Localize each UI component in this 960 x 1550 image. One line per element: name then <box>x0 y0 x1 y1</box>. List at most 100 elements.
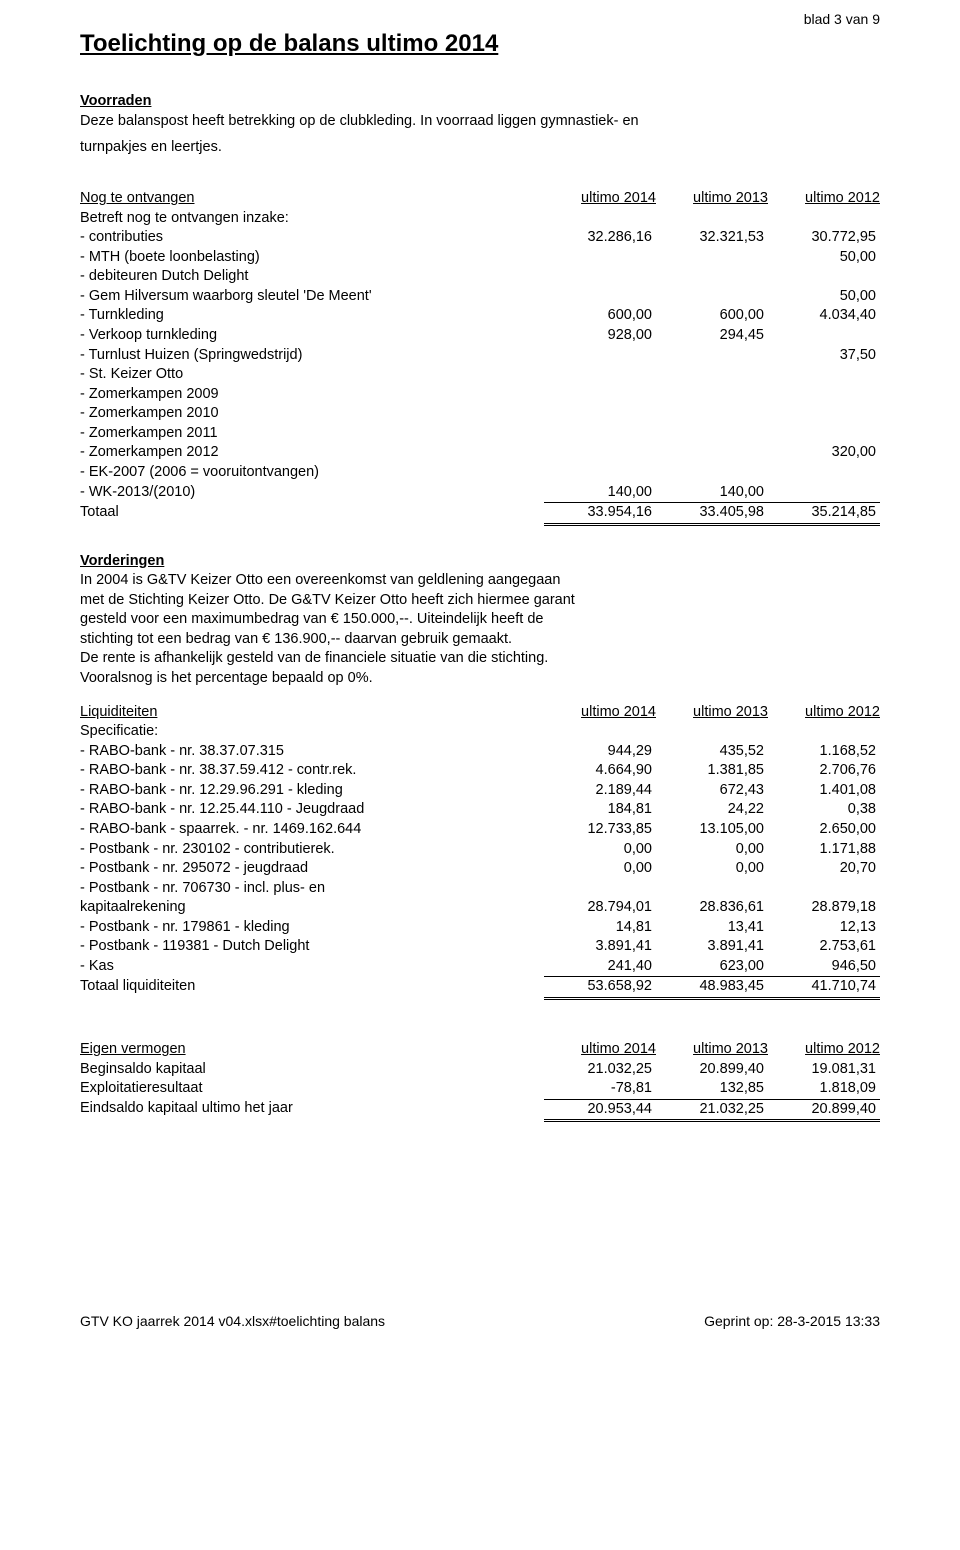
table-row: kapitaalrekening28.794,0128.836,6128.879… <box>80 898 880 918</box>
row-value: 294,45 <box>656 326 768 346</box>
row-label: - Zomerkampen 2012 <box>80 443 544 463</box>
row-label: - Gem Hilversum waarborg sleutel 'De Mee… <box>80 287 544 307</box>
row-value <box>544 463 656 483</box>
vorderingen-line: In 2004 is G&TV Keizer Otto een overeenk… <box>80 571 880 591</box>
col-header-2014: ultimo 2014 <box>544 189 656 209</box>
row-value: 21.032,25 <box>544 1060 656 1080</box>
row-value <box>656 443 768 463</box>
row-value: 12.733,85 <box>544 820 656 840</box>
liq-col-2012: ultimo 2012 <box>768 703 880 723</box>
vorderingen-line: Vooralsnog is het percentage bepaald op … <box>80 669 880 689</box>
voorraden-text-1: Deze balanspost heeft betrekking op de c… <box>80 112 880 132</box>
nog-te-ontvangen-heading: Nog te ontvangen <box>80 190 194 206</box>
liquiditeiten-sub: Specificatie: <box>80 722 544 742</box>
table-row: - RABO-bank - nr. 38.37.59.412 - contr.r… <box>80 761 880 781</box>
row-value: 2.706,76 <box>768 761 880 781</box>
ev-col-2014: ultimo 2014 <box>544 1040 656 1060</box>
table-row: - Postbank - nr. 706730 - incl. plus- en <box>80 879 880 899</box>
table-row: - RABO-bank - nr. 38.37.07.315944,29435,… <box>80 742 880 762</box>
table-row: - WK-2013/(2010)140,00140,00 <box>80 483 880 503</box>
row-value <box>768 326 880 346</box>
row-value: 132,85 <box>656 1079 768 1099</box>
row-value: 3.891,41 <box>544 937 656 957</box>
table-row: - Postbank - nr. 295072 - jeugdraad0,000… <box>80 859 880 879</box>
table-row: Beginsaldo kapitaal21.032,2520.899,4019.… <box>80 1060 880 1080</box>
row-value <box>544 346 656 366</box>
row-value: 28.879,18 <box>768 898 880 918</box>
row-label: - Kas <box>80 957 544 977</box>
row-value: 12,13 <box>768 918 880 938</box>
table-row: Exploitatieresultaat-78,81132,851.818,09 <box>80 1079 880 1099</box>
row-value: 600,00 <box>544 306 656 326</box>
row-value: 32.321,53 <box>656 228 768 248</box>
page-title: Toelichting op de balans ultimo 2014 <box>80 28 880 60</box>
liq-col-2013: ultimo 2013 <box>656 703 768 723</box>
row-value: 1.171,88 <box>768 840 880 860</box>
row-value <box>768 424 880 444</box>
row-value: 944,29 <box>544 742 656 762</box>
row-value: 0,00 <box>656 859 768 879</box>
row-value: 0,00 <box>656 840 768 860</box>
table-row: - Turnlust Huizen (Springwedstrijd)37,50 <box>80 346 880 366</box>
voorraden-heading: Voorraden <box>80 92 880 112</box>
row-value <box>656 424 768 444</box>
table-row: - EK-2007 (2006 = vooruitontvangen) <box>80 463 880 483</box>
table-row: - debiteuren Dutch Delight <box>80 267 880 287</box>
table-row: - RABO-bank - spaarrek. - nr. 1469.162.6… <box>80 820 880 840</box>
nog-te-ontvangen-table: Nog te ontvangen ultimo 2014 ultimo 2013… <box>80 189 880 526</box>
row-value: 600,00 <box>656 306 768 326</box>
row-value: 20.899,40 <box>656 1060 768 1080</box>
table-row: - MTH (boete loonbelasting)50,00 <box>80 248 880 268</box>
ev-total-v2: 21.032,25 <box>656 1099 768 1121</box>
row-value <box>768 365 880 385</box>
ev-col-2013: ultimo 2013 <box>656 1040 768 1060</box>
row-value <box>656 267 768 287</box>
row-label: - debiteuren Dutch Delight <box>80 267 544 287</box>
footer-left: GTV KO jaarrek 2014 v04.xlsx#toelichting… <box>80 1313 385 1329</box>
row-value <box>656 248 768 268</box>
row-value: 1.401,08 <box>768 781 880 801</box>
row-value <box>768 404 880 424</box>
row-label: - Zomerkampen 2010 <box>80 404 544 424</box>
row-label: Exploitatieresultaat <box>80 1079 544 1099</box>
nto-total-label: Totaal <box>80 503 544 525</box>
row-value <box>768 483 880 503</box>
row-label: - MTH (boete loonbelasting) <box>80 248 544 268</box>
row-value: 2.753,61 <box>768 937 880 957</box>
table-row: - Zomerkampen 2012320,00 <box>80 443 880 463</box>
row-value <box>656 463 768 483</box>
table-row: - Verkoop turnkleding928,00294,45 <box>80 326 880 346</box>
row-value: 28.794,01 <box>544 898 656 918</box>
table-row: - Postbank - nr. 179861 - kleding14,8113… <box>80 918 880 938</box>
row-value: 0,00 <box>544 859 656 879</box>
liq-total-label: Totaal liquiditeiten <box>80 977 544 999</box>
row-label: - St. Keizer Otto <box>80 365 544 385</box>
vorderingen-line: De rente is afhankelijk gesteld van de f… <box>80 649 880 669</box>
row-label: - Postbank - nr. 295072 - jeugdraad <box>80 859 544 879</box>
ev-total-v3: 20.899,40 <box>768 1099 880 1121</box>
row-value: 435,52 <box>656 742 768 762</box>
row-value <box>656 404 768 424</box>
row-value: 19.081,31 <box>768 1060 880 1080</box>
row-value: 2.650,00 <box>768 820 880 840</box>
row-value: 0,00 <box>544 840 656 860</box>
table-row: - Postbank - nr. 230102 - contributierek… <box>80 840 880 860</box>
row-value <box>768 267 880 287</box>
voorraden-text-2: turnpakjes en leertjes. <box>80 138 880 158</box>
row-value: -78,81 <box>544 1079 656 1099</box>
ev-total-v1: 20.953,44 <box>544 1099 656 1121</box>
row-label: - WK-2013/(2010) <box>80 483 544 503</box>
row-label: - Verkoop turnkleding <box>80 326 544 346</box>
liq-col-2014: ultimo 2014 <box>544 703 656 723</box>
row-value: 1.168,52 <box>768 742 880 762</box>
row-value <box>544 424 656 444</box>
row-label: - Postbank - nr. 230102 - contributierek… <box>80 840 544 860</box>
liq-total-row: Totaal liquiditeiten 53.658,92 48.983,45… <box>80 977 880 999</box>
row-label: - Turnkleding <box>80 306 544 326</box>
table-row: - Turnkleding600,00600,004.034,40 <box>80 306 880 326</box>
row-value: 1.818,09 <box>768 1079 880 1099</box>
ev-col-2012: ultimo 2012 <box>768 1040 880 1060</box>
row-value: 13,41 <box>656 918 768 938</box>
table-row: - RABO-bank - nr. 12.29.96.291 - kleding… <box>80 781 880 801</box>
table-row: - Zomerkampen 2011 <box>80 424 880 444</box>
